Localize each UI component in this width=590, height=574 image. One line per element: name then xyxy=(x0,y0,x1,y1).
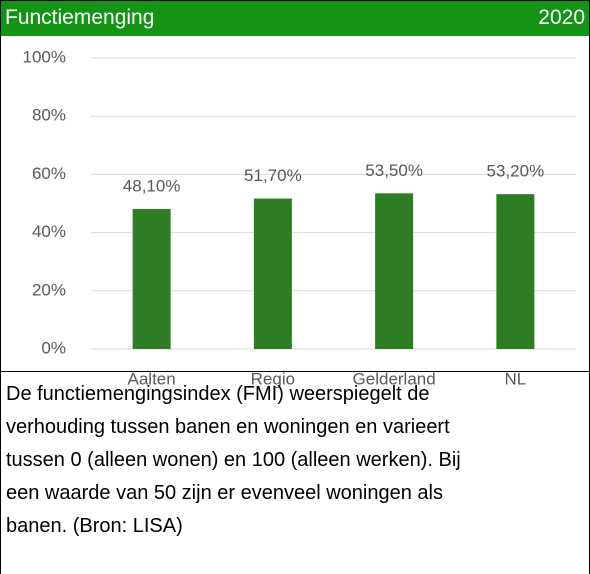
caption-line: een waarde van 50 zijn er evenveel wonin… xyxy=(6,482,443,504)
data-label: 53,20% xyxy=(487,162,545,181)
x-tick-label: Regio xyxy=(251,369,295,388)
chart: 0% 20% 40% 60% 80% 100% Aalten 48,10% Regio 51,70… xyxy=(23,47,576,388)
bar xyxy=(375,193,414,349)
caption-line: banen. (Bron: LISA) xyxy=(6,515,183,537)
data-label: 48,10% xyxy=(123,177,181,196)
caption-line: De functiemengingsindex (FMI) weerspiege… xyxy=(6,383,430,405)
bar xyxy=(496,194,535,349)
x-tick-label: Gelderland xyxy=(353,369,436,388)
y-tick-label: 0% xyxy=(41,338,66,357)
data-label: 53,50% xyxy=(365,161,423,180)
bar xyxy=(253,198,292,349)
x-tick-label: Aalten xyxy=(128,369,176,388)
header: Functiemenging 2020 xyxy=(1,1,589,36)
bar xyxy=(132,209,171,349)
x-tick-label: NL xyxy=(505,369,527,388)
y-tick-label: 60% xyxy=(32,164,66,183)
y-tick-label: 80% xyxy=(32,106,66,125)
caption: De functiemengingsindex (FMI) weerspiege… xyxy=(1,371,589,543)
y-tick-label: 40% xyxy=(32,222,66,241)
chart-title: Functiemenging xyxy=(5,6,155,29)
year: 2020 xyxy=(538,6,585,29)
data-label: 51,70% xyxy=(244,166,302,185)
caption-line: verhouding tussen banen en woningen en v… xyxy=(6,416,450,438)
y-tick-label: 100% xyxy=(23,47,66,66)
caption-line: tussen 0 (alleen wonen) en 100 (alleen w… xyxy=(6,449,461,471)
y-tick-label: 20% xyxy=(32,280,66,299)
